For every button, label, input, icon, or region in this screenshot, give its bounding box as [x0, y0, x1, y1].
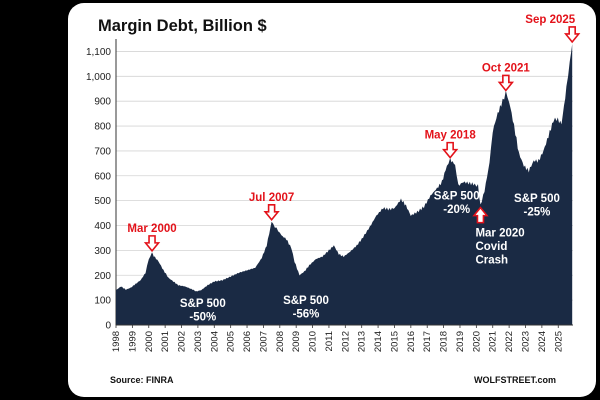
- y-tick-label: 300: [94, 246, 111, 257]
- y-tick-label: 800: [94, 122, 111, 133]
- y-tick-label: 0: [105, 321, 111, 332]
- x-tick-label: 2016: [406, 331, 417, 352]
- peak-label: Jul 2007: [249, 192, 294, 204]
- x-tick-label: 2003: [193, 331, 204, 352]
- x-tick-label: 2015: [389, 331, 400, 352]
- y-tick-label: 1,100: [86, 47, 111, 58]
- x-tick-label: 1999: [127, 331, 138, 352]
- x-tick-label: 2005: [226, 331, 237, 352]
- y-tick-label: 700: [94, 146, 111, 157]
- covid-label: Covid: [475, 241, 507, 253]
- peak-arrow: [564, 26, 581, 44]
- y-tick-label: 600: [94, 171, 111, 182]
- x-tick-label: 2023: [520, 331, 531, 352]
- source-note: Source: FINRA: [110, 375, 174, 385]
- peak-label: Sep 2025: [525, 14, 575, 26]
- plot-area: [116, 44, 573, 325]
- margin-debt-area: [116, 44, 573, 325]
- x-tick-label: 2009: [291, 331, 302, 352]
- x-tick-label: 2002: [177, 331, 188, 352]
- covid-label: Crash: [475, 255, 508, 267]
- x-tick-label: 2006: [242, 331, 253, 352]
- x-tick-label: 2013: [357, 331, 368, 352]
- x-tick-label: 2019: [455, 331, 466, 352]
- y-tick-label: 200: [94, 271, 111, 282]
- x-tick-label: 2008: [275, 331, 286, 352]
- covid-arrow: [472, 206, 489, 224]
- brand-label: WOLFSTREET.com: [474, 375, 556, 385]
- x-tick-label: 2017: [422, 331, 433, 352]
- x-tick-label: 2014: [373, 331, 384, 352]
- covid-label: Mar 2020: [475, 228, 524, 240]
- sp500-decline-label: -25%: [524, 206, 551, 218]
- x-tick-label: 2021: [488, 331, 499, 352]
- sp500-decline-label: S&P 500: [434, 190, 480, 202]
- sp500-decline-label: -50%: [189, 312, 216, 324]
- y-tick-label: 400: [94, 221, 111, 232]
- margin-debt-chart: Margin Debt, Billion $ 0 100 200 300 400 500 6…: [86, 14, 581, 385]
- x-axis: 1998 1999 2000 2001 2002 2003 2004 2005 2006 2007…: [111, 324, 573, 352]
- x-tick-label: 2020: [471, 331, 482, 352]
- sp500-decline-label: S&P 500: [180, 298, 226, 310]
- sp500-decline-label: -20%: [443, 204, 470, 216]
- peak-label: Mar 2000: [127, 223, 176, 235]
- x-tick-label: 2012: [340, 331, 351, 352]
- annotations: Mar 2000 Jul 2007 May 2018 Oct 2021 Sep 2025…: [127, 14, 581, 324]
- x-tick-label: 1998: [111, 331, 122, 352]
- x-tick-label: 2007: [258, 331, 269, 352]
- peak-arrow: [263, 203, 280, 222]
- x-tick-label: 2024: [537, 331, 548, 352]
- sp500-decline-label: S&P 500: [514, 193, 560, 205]
- peak-arrow: [497, 74, 515, 92]
- x-tick-label: 2011: [324, 331, 335, 351]
- x-tick-label: 2010: [308, 331, 319, 352]
- y-tick-label: 900: [94, 97, 111, 108]
- y-tick-label: 1,000: [86, 72, 111, 83]
- peak-arrow: [143, 235, 161, 253]
- sp500-decline-label: -56%: [293, 308, 320, 320]
- x-tick-label: 2018: [439, 331, 450, 352]
- chart-frame: Margin Debt, Billion $ 0 100 200 300 400 500 6…: [68, 3, 596, 397]
- x-tick-label: 2000: [144, 331, 155, 352]
- y-tick-label: 100: [94, 296, 111, 307]
- x-tick-label: 2025: [553, 331, 564, 352]
- y-axis: 0 100 200 300 400 500 600 700 800 900 1,000 1,100: [86, 39, 117, 332]
- x-tick-label: 2001: [160, 331, 171, 352]
- x-tick-label: 2022: [504, 331, 515, 352]
- sp500-decline-label: S&P 500: [283, 295, 329, 307]
- y-tick-label: 500: [94, 196, 111, 207]
- x-tick-label: 2004: [209, 331, 220, 352]
- chart-title: Margin Debt, Billion $: [98, 17, 267, 35]
- peak-label: Oct 2021: [482, 62, 531, 74]
- peak-arrow: [441, 141, 459, 159]
- peak-label: May 2018: [425, 130, 477, 142]
